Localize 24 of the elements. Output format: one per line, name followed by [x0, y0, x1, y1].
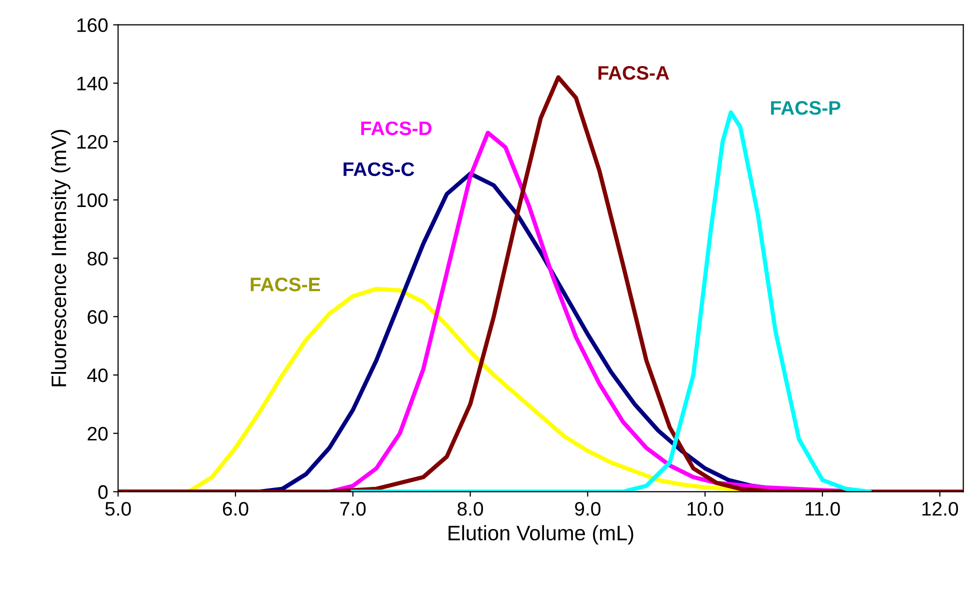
- series-label: FACS-A: [598, 66, 670, 80]
- y-tick-label: 160: [77, 18, 108, 32]
- y-axis-title: Fluorescence Intensity (mV): [50, 130, 70, 386]
- x-tick-label: 12.0: [922, 502, 958, 516]
- y-tick-label: 140: [77, 76, 108, 90]
- x-tick-label: 9.0: [575, 502, 600, 516]
- x-tick-label: 8.0: [458, 502, 484, 516]
- series-label: FACS-C: [344, 162, 414, 176]
- y-tick-label: 60: [88, 310, 108, 324]
- x-axis-title: Elution Volume (mL): [448, 525, 634, 545]
- y-tick-label: 20: [88, 426, 108, 441]
- y-tick-label: 0: [98, 485, 108, 499]
- x-tick-label: 11.0: [806, 502, 840, 516]
- x-tick-label: 7.0: [340, 502, 366, 516]
- text: FACS-D: [361, 121, 432, 136]
- y-tick-label: 120: [77, 135, 108, 149]
- x-tick-label: 10.0: [688, 502, 724, 516]
- y-tick-label: 100: [77, 193, 108, 208]
- y-tick-label: 40: [87, 368, 108, 382]
- series-label: FACS-E: [250, 278, 320, 292]
- x-tick-label: 6.0: [222, 502, 248, 516]
- y-tick-label: 80: [88, 252, 108, 266]
- series-label: FACS-P: [771, 101, 840, 115]
- x-tick-label: 5.0: [105, 502, 131, 516]
